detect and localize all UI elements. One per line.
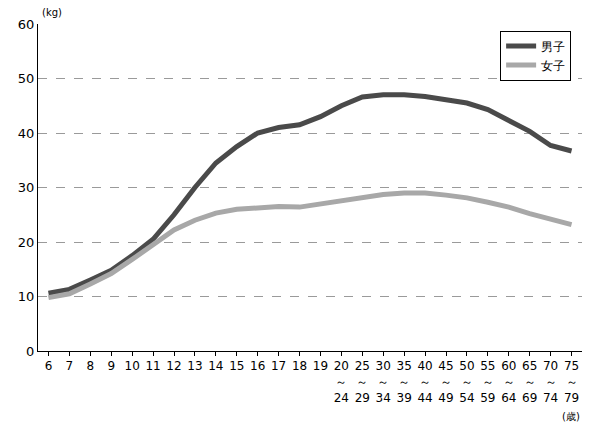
svg-text:12: 12 xyxy=(166,359,181,373)
svg-text:50～54: 50～54 xyxy=(459,359,474,404)
svg-text:11: 11 xyxy=(145,359,160,373)
svg-text:6: 6 xyxy=(45,359,53,373)
svg-text:75～79: 75～79 xyxy=(564,359,579,404)
svg-text:45～49: 45～49 xyxy=(438,359,453,404)
svg-text:40～44: 40～44 xyxy=(417,359,432,404)
svg-text:35～39: 35～39 xyxy=(397,359,412,404)
svg-text:30: 30 xyxy=(18,180,35,195)
svg-text:15: 15 xyxy=(229,359,244,373)
svg-text:19: 19 xyxy=(313,359,328,373)
svg-text:30～34: 30～34 xyxy=(376,359,391,404)
svg-text:10: 10 xyxy=(125,359,140,373)
svg-text:20: 20 xyxy=(18,235,35,250)
svg-text:65～69: 65～69 xyxy=(522,359,537,404)
svg-text:17: 17 xyxy=(271,359,286,373)
svg-text:0: 0 xyxy=(26,344,34,359)
svg-text:男子: 男子 xyxy=(541,40,565,54)
svg-text:25～29: 25～29 xyxy=(355,359,370,404)
svg-text:10: 10 xyxy=(18,289,35,304)
svg-text:女子: 女子 xyxy=(541,59,565,73)
svg-text:60～64: 60～64 xyxy=(501,359,516,404)
svg-text:9: 9 xyxy=(107,359,115,373)
svg-text:60: 60 xyxy=(18,17,35,32)
svg-text:8: 8 xyxy=(86,359,94,373)
svg-text:(歳): (歳) xyxy=(562,411,580,422)
svg-text:70～74: 70～74 xyxy=(543,359,558,404)
svg-text:50: 50 xyxy=(18,71,35,86)
svg-text:7: 7 xyxy=(66,359,74,373)
svg-text:(kg): (kg) xyxy=(42,7,62,18)
svg-text:13: 13 xyxy=(187,359,202,373)
svg-text:20～24: 20～24 xyxy=(334,359,349,404)
svg-text:16: 16 xyxy=(250,359,265,373)
svg-text:40: 40 xyxy=(18,126,35,141)
svg-text:18: 18 xyxy=(292,359,307,373)
svg-text:14: 14 xyxy=(208,359,223,373)
svg-text:55～59: 55～59 xyxy=(480,359,495,404)
